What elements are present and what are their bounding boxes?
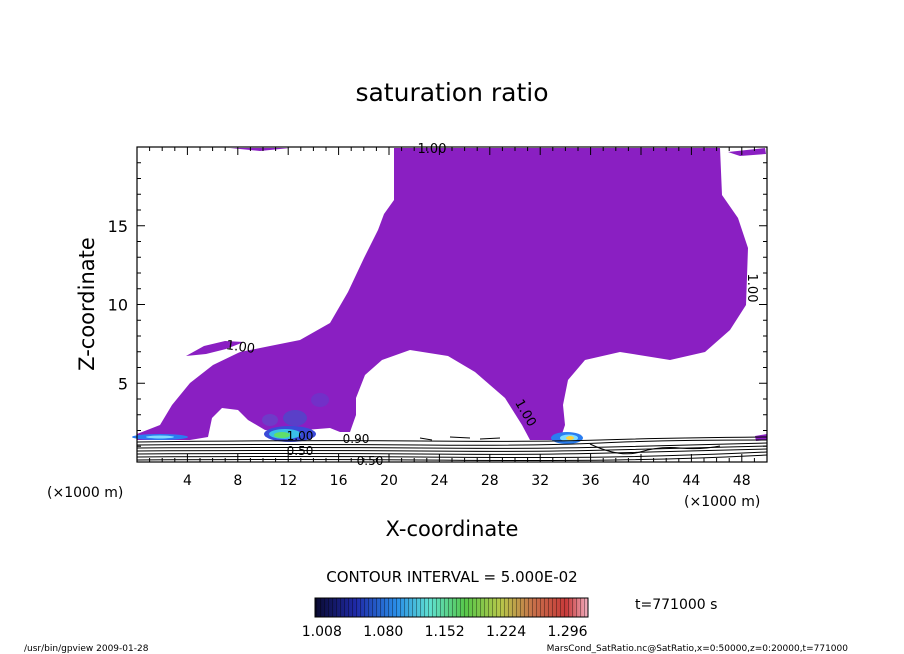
contour-label: 0.50	[287, 444, 314, 458]
chart-title: saturation ratio	[355, 78, 548, 107]
x-tick-label: 40	[632, 473, 650, 489]
x-tick-label: 20	[380, 473, 398, 489]
x-axis-ticks: 4 8 12 16 20 24 28 32 36 40 44 48	[136, 147, 768, 489]
footer-right: MarsCond_SatRatio.nc@SatRatio,x=0:50000,…	[547, 644, 849, 654]
colorbar-label: 1.152	[425, 624, 465, 640]
contour-label: 1.00	[225, 338, 256, 357]
colorbar-label: 1.080	[363, 624, 403, 640]
x-tick-label: 8	[233, 473, 242, 489]
colorbar-label: 1.296	[547, 624, 587, 640]
high-saturation-spots	[132, 393, 583, 444]
contour-label: 0.90	[343, 432, 370, 446]
contour-label: 1.00	[287, 429, 314, 443]
contour-lines	[136, 436, 768, 461]
contour-labels: 1.00 1.00 1.00 1.00 1.00 0.90 0.50 0.50	[225, 142, 759, 468]
colorbar-label: 1.008	[302, 624, 342, 640]
colorbar-labels: 1.008 1.080 1.152 1.224 1.296	[302, 624, 588, 640]
contour-interval: CONTOUR INTERVAL = 5.000E-02	[326, 568, 577, 586]
x-tick-label: 12	[279, 473, 297, 489]
y-tick-label: 10	[108, 296, 128, 315]
colorbar-label: 1.224	[486, 624, 526, 640]
contour-label: 0.50	[357, 454, 384, 468]
contour-label: 1.00	[418, 142, 447, 157]
colorbar	[314, 597, 589, 618]
y-axis-label: Z-coordinate	[75, 237, 99, 371]
x-tick-label: 16	[330, 473, 348, 489]
x-tick-label: 4	[183, 473, 192, 489]
x-axis-label: X-coordinate	[386, 517, 519, 541]
time-label: t=771000 s	[635, 597, 717, 613]
x-tick-label: 36	[582, 473, 600, 489]
supersaturated-region	[137, 148, 767, 441]
y-tick-label: 15	[108, 217, 128, 236]
x-tick-label: 28	[481, 473, 499, 489]
x-unit-left: (×1000 m)	[47, 485, 123, 501]
contour-label: 1.00	[744, 274, 759, 303]
x-tick-label: 32	[531, 473, 549, 489]
footer-left: /usr/bin/gpview 2009-01-28	[24, 644, 149, 654]
y-axis-ticks: 5 10 15	[108, 146, 767, 463]
y-tick-label: 5	[118, 374, 128, 393]
x-unit-right: (×1000 m)	[684, 494, 760, 510]
x-tick-label: 44	[682, 473, 700, 489]
x-tick-label: 48	[733, 473, 751, 489]
x-tick-label: 24	[430, 473, 448, 489]
